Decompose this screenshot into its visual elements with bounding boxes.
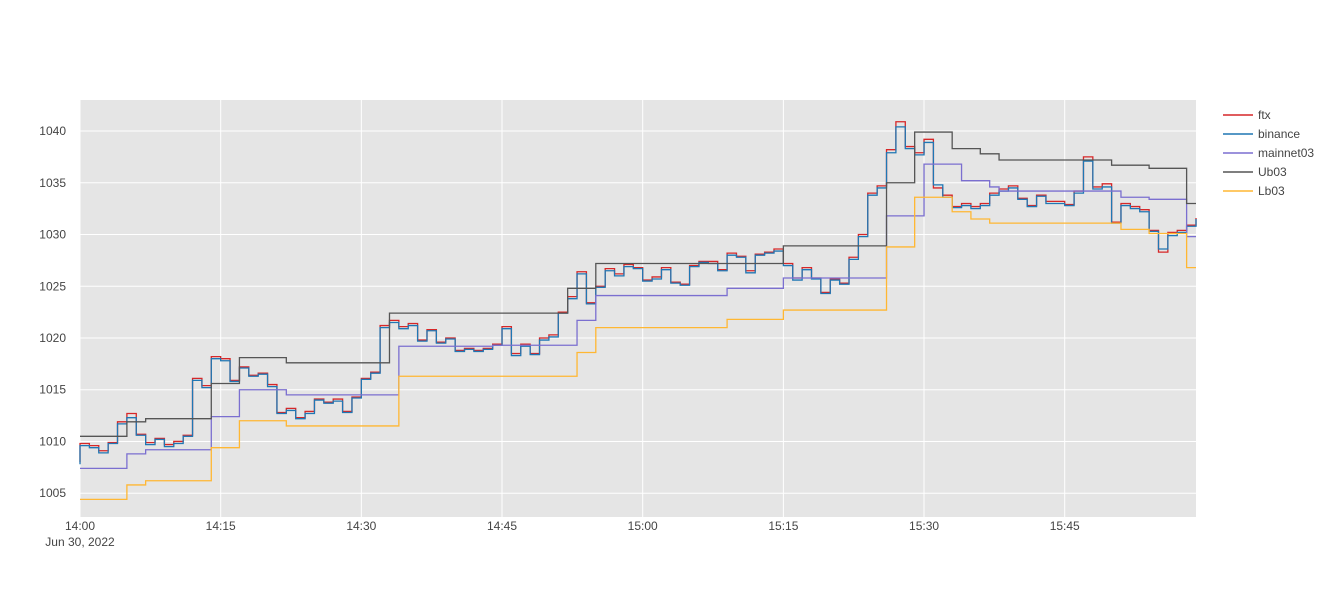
plot-background (80, 100, 1196, 517)
y-tick-label: 1015 (39, 383, 66, 397)
series-line-Ub03 (80, 131, 1196, 437)
x-tick-label: 15:00 (628, 519, 658, 533)
y-tick-label: 1035 (39, 176, 66, 190)
y-tick-label: 1030 (39, 228, 66, 242)
legend-label-Lb03: Lb03 (1258, 184, 1285, 198)
legend-label-ftx: ftx (1258, 108, 1271, 122)
x-axis-ticks: 14:00 Jun 30, 2022 14:15 14:30 14:45 15:00 15:… (45, 519, 1080, 549)
legend: ftx binance mainnet03 Ub03 Lb03 (1223, 108, 1314, 198)
legend-label-binance: binance (1258, 127, 1300, 141)
y-axis-ticks: 1005 1010 1015 1020 1025 1030 1035 1040 (39, 124, 66, 500)
series-line-mainnet03 (80, 163, 1196, 470)
x-tick-label: 15:45 (1050, 519, 1080, 533)
legend-label-Ub03: Ub03 (1258, 165, 1287, 179)
x-tick-label: 15:30 (909, 519, 939, 533)
x-tick-label: 14:00 (65, 519, 95, 533)
legend-label-mainnet03: mainnet03 (1258, 146, 1314, 160)
x-tick-label: 14:15 (206, 519, 236, 533)
y-tick-label: 1005 (39, 486, 66, 500)
y-tick-label: 1025 (39, 279, 66, 293)
series-line-Lb03 (80, 196, 1196, 501)
x-tick-label: 14:30 (346, 519, 376, 533)
x-tick-label: 15:15 (768, 519, 798, 533)
series-line-binance (79, 126, 1197, 465)
series-layer (79, 121, 1197, 501)
x-tick-label: 14:45 (487, 519, 517, 533)
x-date-label: Jun 30, 2022 (45, 535, 115, 549)
y-tick-label: 1020 (39, 331, 66, 345)
y-tick-label: 1010 (39, 434, 66, 448)
y-tick-label: 1040 (39, 124, 66, 138)
